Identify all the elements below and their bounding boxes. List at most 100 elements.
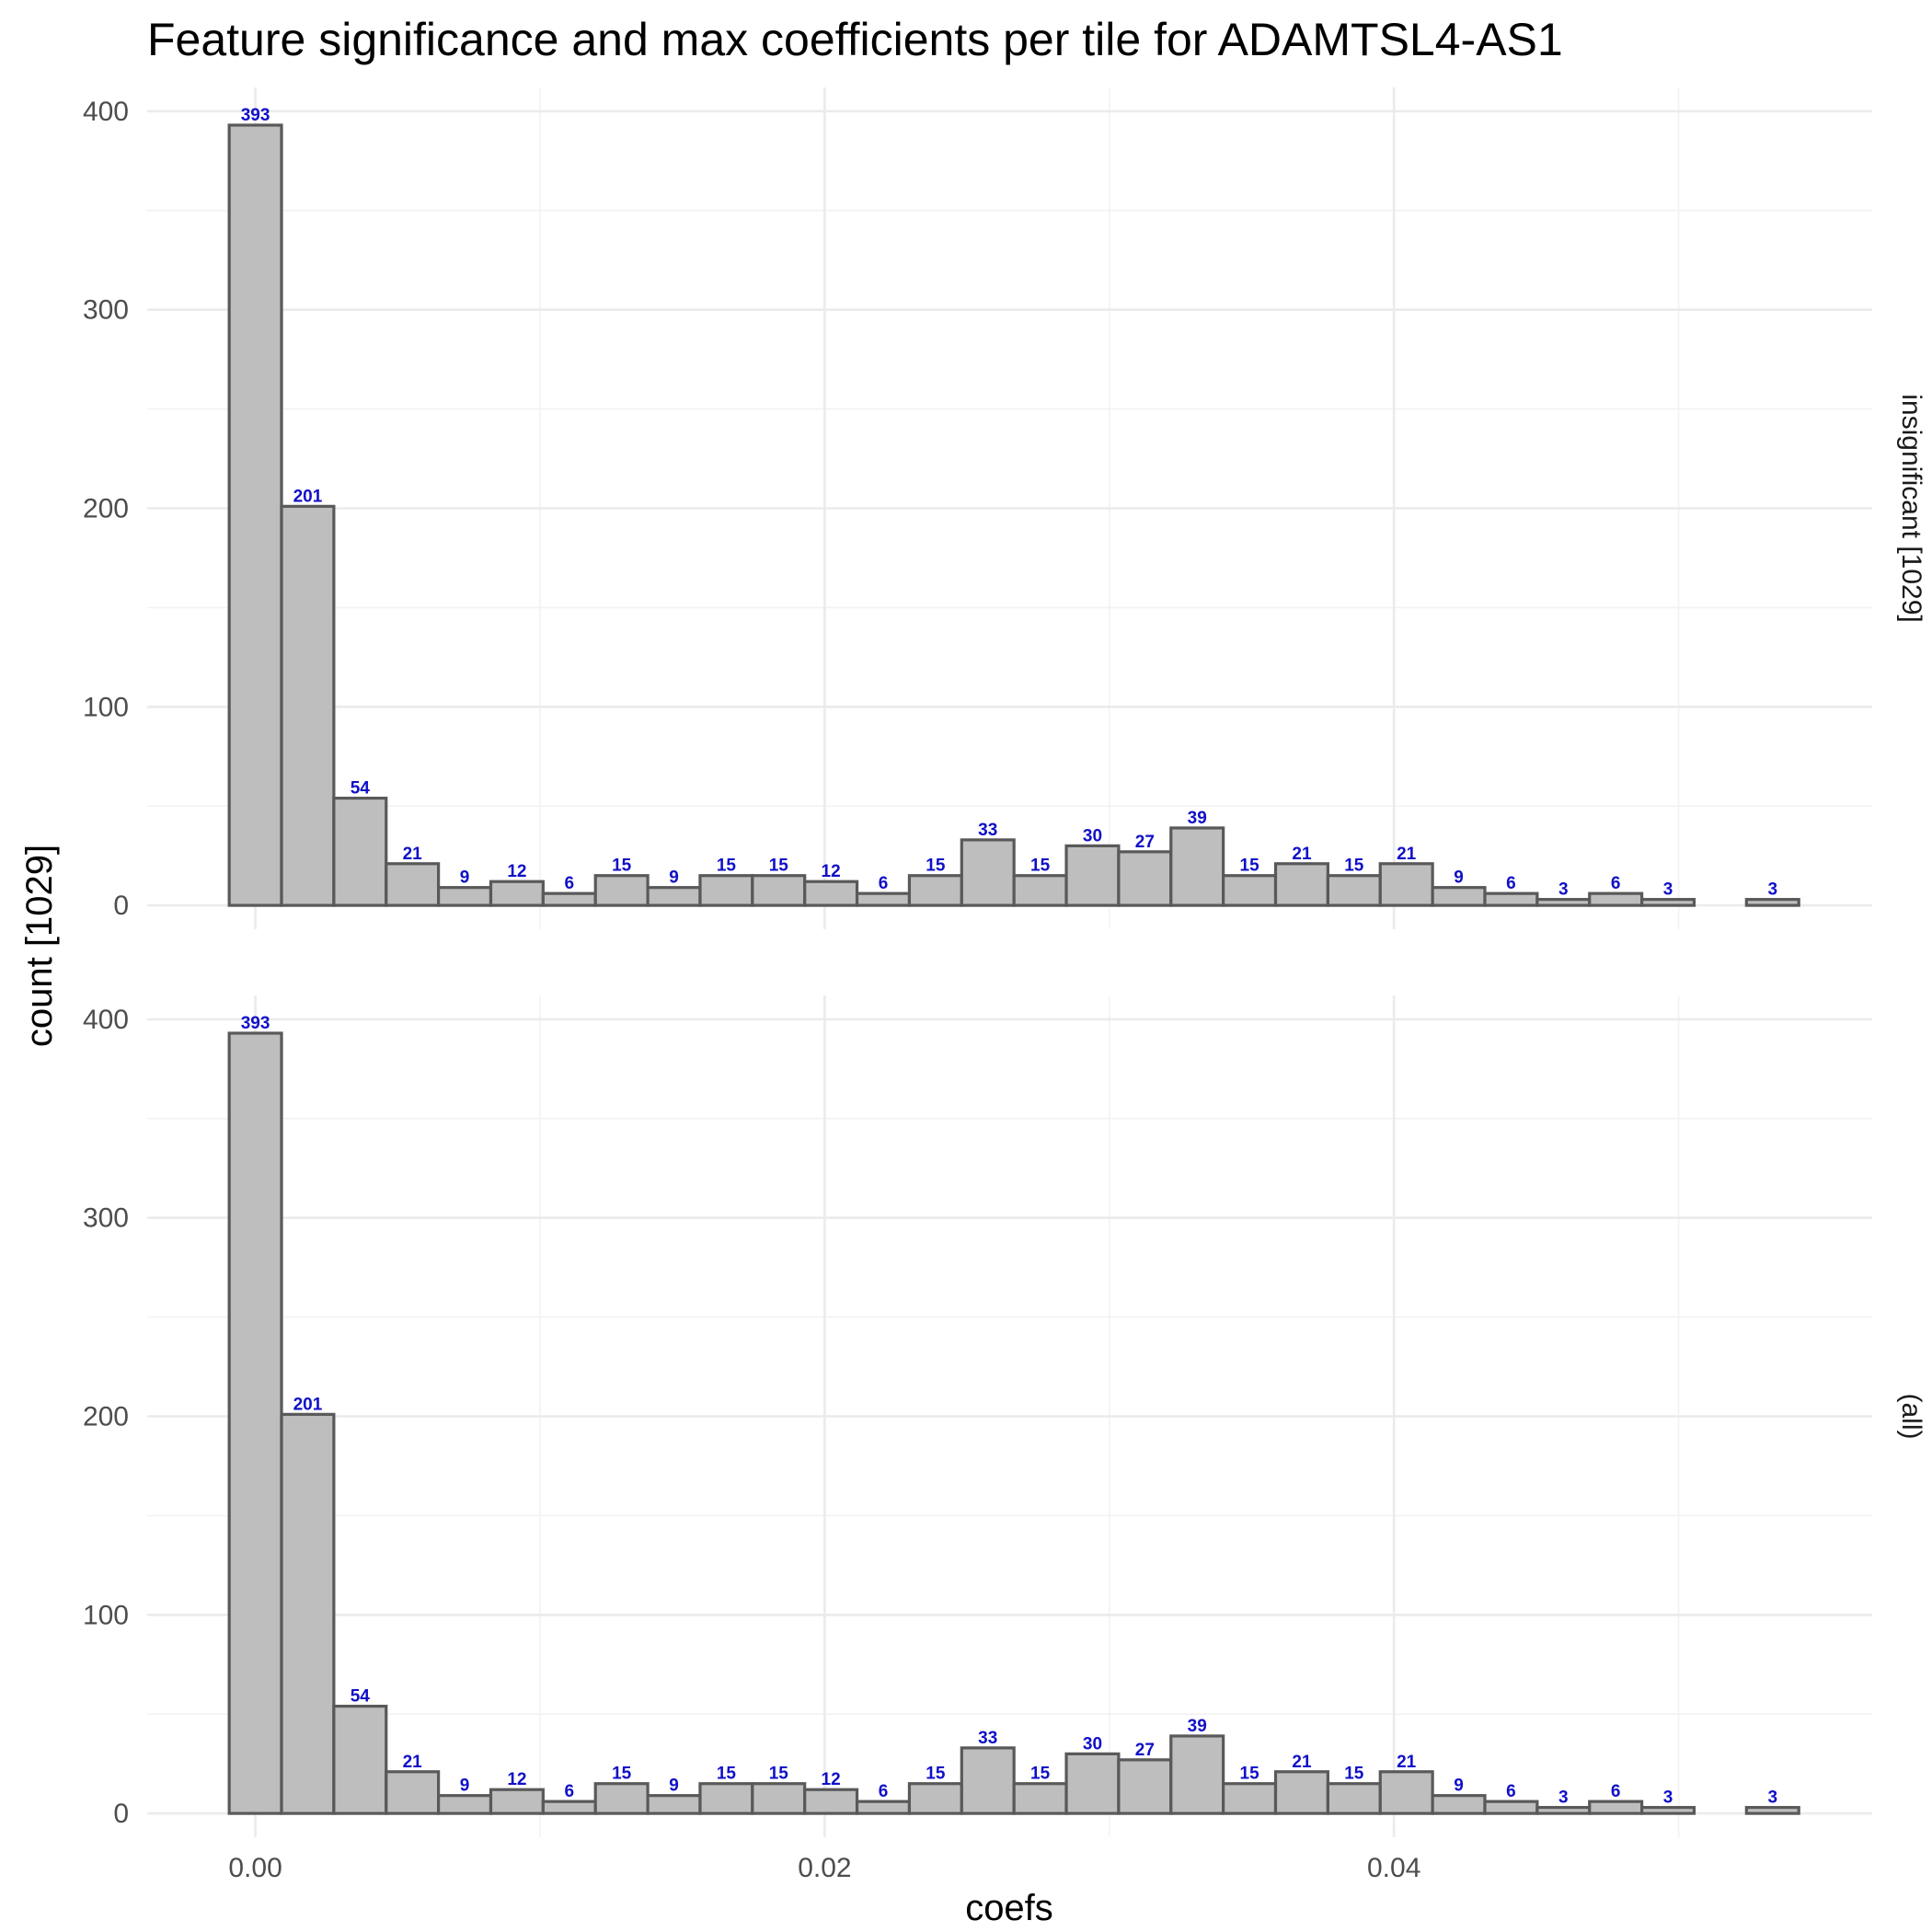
bar-count-label: 12	[507, 862, 526, 881]
bar-count-label: 12	[822, 1770, 841, 1789]
bar-count-label: 9	[1454, 1777, 1464, 1796]
histogram-bar	[751, 874, 807, 907]
bar-count-label: 9	[460, 1777, 470, 1796]
histogram-bar	[1117, 850, 1173, 907]
bar-count-label: 12	[822, 862, 841, 881]
histogram-bar	[803, 1788, 859, 1815]
bar-count-label: 21	[403, 1753, 423, 1772]
bar-count-label: 15	[926, 857, 946, 876]
y-tick-label: 100	[83, 692, 129, 722]
bar-count-label: 3	[1558, 880, 1569, 900]
bar-count-label: 15	[1344, 857, 1364, 876]
bar-count-label: 54	[351, 1687, 371, 1707]
bar-count-label: 27	[1135, 833, 1155, 852]
bar-count-label: 9	[669, 868, 679, 888]
histogram-bar	[1064, 844, 1121, 907]
histogram-bar	[1222, 1782, 1278, 1815]
histogram-bar	[1273, 862, 1329, 907]
histogram-bar	[907, 1782, 963, 1815]
y-axis-title: count [1029]	[19, 845, 60, 1047]
x-axis-title: coefs	[965, 1888, 1053, 1928]
histogram-bar	[1064, 1752, 1121, 1815]
bar-count-label: 15	[1240, 1765, 1260, 1784]
bar-count-label: 21	[1292, 845, 1312, 864]
histogram-bar	[1117, 1758, 1173, 1815]
y-tick-label: 0	[113, 891, 129, 921]
histogram-bar	[280, 504, 336, 907]
chart-title: Feature significance and max coefficient…	[147, 14, 1563, 65]
histogram-bar	[1744, 898, 1800, 907]
bar-count-label: 6	[564, 1782, 574, 1801]
bar-count-label: 393	[241, 1014, 270, 1033]
histogram-bar	[1378, 862, 1434, 907]
x-tick-label: 0.04	[1367, 1853, 1420, 1883]
histogram-bar	[489, 880, 545, 907]
bar-count-label: 201	[293, 1395, 323, 1414]
bar-count-label: 15	[717, 1765, 737, 1784]
histogram-bar	[698, 874, 754, 907]
bar-count-label: 15	[769, 1765, 789, 1784]
bar-count-label: 6	[1506, 874, 1516, 893]
histogram-bar	[385, 1770, 441, 1815]
histogram-bar	[593, 874, 650, 907]
histogram-bar	[1431, 886, 1487, 907]
histogram-bar	[1483, 891, 1539, 907]
histogram-bar	[1588, 1800, 1644, 1815]
histogram-bar	[280, 1412, 336, 1815]
histogram-bar	[1588, 891, 1644, 907]
histogram-bar	[437, 886, 493, 907]
bar-count-label: 6	[879, 1782, 889, 1801]
bar-count-label: 9	[460, 868, 470, 888]
bar-count-label: 9	[669, 1777, 679, 1796]
histogram-bar	[1535, 1806, 1592, 1815]
bar-count-label: 3	[1663, 1788, 1673, 1808]
histogram-bar	[646, 1794, 702, 1815]
x-tick-label: 0.02	[798, 1853, 851, 1883]
bar-count-label: 21	[1397, 1753, 1417, 1772]
histogram-bar	[385, 862, 441, 907]
bar-count-label: 15	[1030, 857, 1051, 876]
histogram-bar	[489, 1788, 545, 1815]
bar-count-label: 54	[351, 779, 371, 799]
bar-count-label: 15	[1030, 1765, 1051, 1784]
histogram-bar	[1326, 1782, 1382, 1815]
bar-count-label: 9	[1454, 868, 1464, 888]
histogram-bar	[332, 1704, 388, 1815]
histogram-bar	[1012, 874, 1068, 907]
bar-count-label: 15	[1240, 857, 1260, 876]
bar-count-label: 15	[1344, 1765, 1364, 1784]
histogram-bar	[593, 1782, 650, 1815]
histogram-bar	[803, 880, 859, 907]
bar-count-label: 6	[1506, 1782, 1516, 1801]
histogram-bar	[646, 886, 702, 907]
histogram-bar	[1535, 898, 1592, 907]
bar-count-label: 30	[1083, 1734, 1102, 1754]
bar-count-label: 6	[1611, 874, 1621, 893]
bar-count-label: 21	[403, 845, 423, 864]
x-tick-label: 0.00	[228, 1853, 282, 1883]
bar-count-label: 33	[978, 1729, 997, 1748]
histogram-bar	[541, 1800, 597, 1815]
histogram-bar	[960, 838, 1016, 907]
histogram-bar	[332, 796, 388, 907]
bar-count-label: 12	[507, 1770, 526, 1789]
y-tick-label: 300	[83, 1203, 129, 1234]
bar-count-label: 21	[1292, 1753, 1312, 1772]
histogram-bar	[1222, 874, 1278, 907]
bar-count-label: 21	[1397, 845, 1417, 864]
bar-count-label: 39	[1188, 1717, 1207, 1736]
bar-count-label: 15	[717, 857, 737, 876]
bar-count-label: 6	[564, 874, 574, 893]
histogram-bar	[1639, 898, 1696, 907]
x-axis-ticks: 0.00 0.02 0.04	[228, 1853, 1420, 1883]
bar-count-label: 6	[879, 874, 889, 893]
bar-count-label: 39	[1188, 809, 1207, 828]
bar-count-label: 393	[241, 106, 270, 125]
y-tick-label: 400	[83, 97, 129, 127]
bar-count-label: 6	[1611, 1782, 1621, 1801]
histogram-bar	[1169, 1734, 1225, 1815]
y-tick-label: 200	[83, 1402, 129, 1432]
bar-count-label: 15	[926, 1765, 946, 1784]
